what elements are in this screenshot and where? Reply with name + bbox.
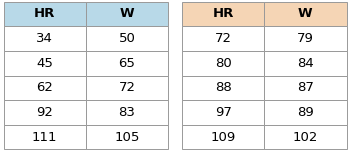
Bar [182,125,264,149]
Bar [264,51,346,76]
Bar [4,125,86,149]
Text: 72: 72 [215,32,232,45]
Text: 92: 92 [36,106,53,119]
Bar [182,26,264,51]
Text: 65: 65 [118,57,135,70]
Bar [86,125,168,149]
Text: 102: 102 [293,131,318,144]
Text: W: W [298,7,313,20]
Bar [86,51,168,76]
Text: 97: 97 [215,106,232,119]
Bar [182,76,264,100]
Bar [264,26,346,51]
Text: 84: 84 [297,57,314,70]
Bar [86,76,168,100]
Bar [4,51,86,76]
Text: 72: 72 [118,81,135,94]
Bar [264,100,346,125]
Bar [4,26,86,51]
Bar [182,51,264,76]
Bar [4,76,86,100]
Text: 50: 50 [118,32,135,45]
Bar [264,2,346,26]
Text: HR: HR [212,7,234,20]
Bar [182,2,264,26]
Bar [4,100,86,125]
Text: 83: 83 [118,106,135,119]
Bar [86,26,168,51]
Text: HR: HR [34,7,55,20]
Text: 105: 105 [114,131,140,144]
Bar [86,2,168,26]
Text: W: W [120,7,134,20]
Text: 62: 62 [36,81,53,94]
Text: 111: 111 [32,131,57,144]
Bar [182,100,264,125]
Text: 88: 88 [215,81,231,94]
Text: 80: 80 [215,57,231,70]
Text: 34: 34 [36,32,53,45]
Text: 79: 79 [297,32,314,45]
Text: 87: 87 [297,81,314,94]
Text: 109: 109 [210,131,236,144]
Text: 89: 89 [297,106,314,119]
Bar [86,100,168,125]
Bar [4,2,86,26]
Bar [264,76,346,100]
Text: 45: 45 [36,57,53,70]
Bar [264,125,346,149]
